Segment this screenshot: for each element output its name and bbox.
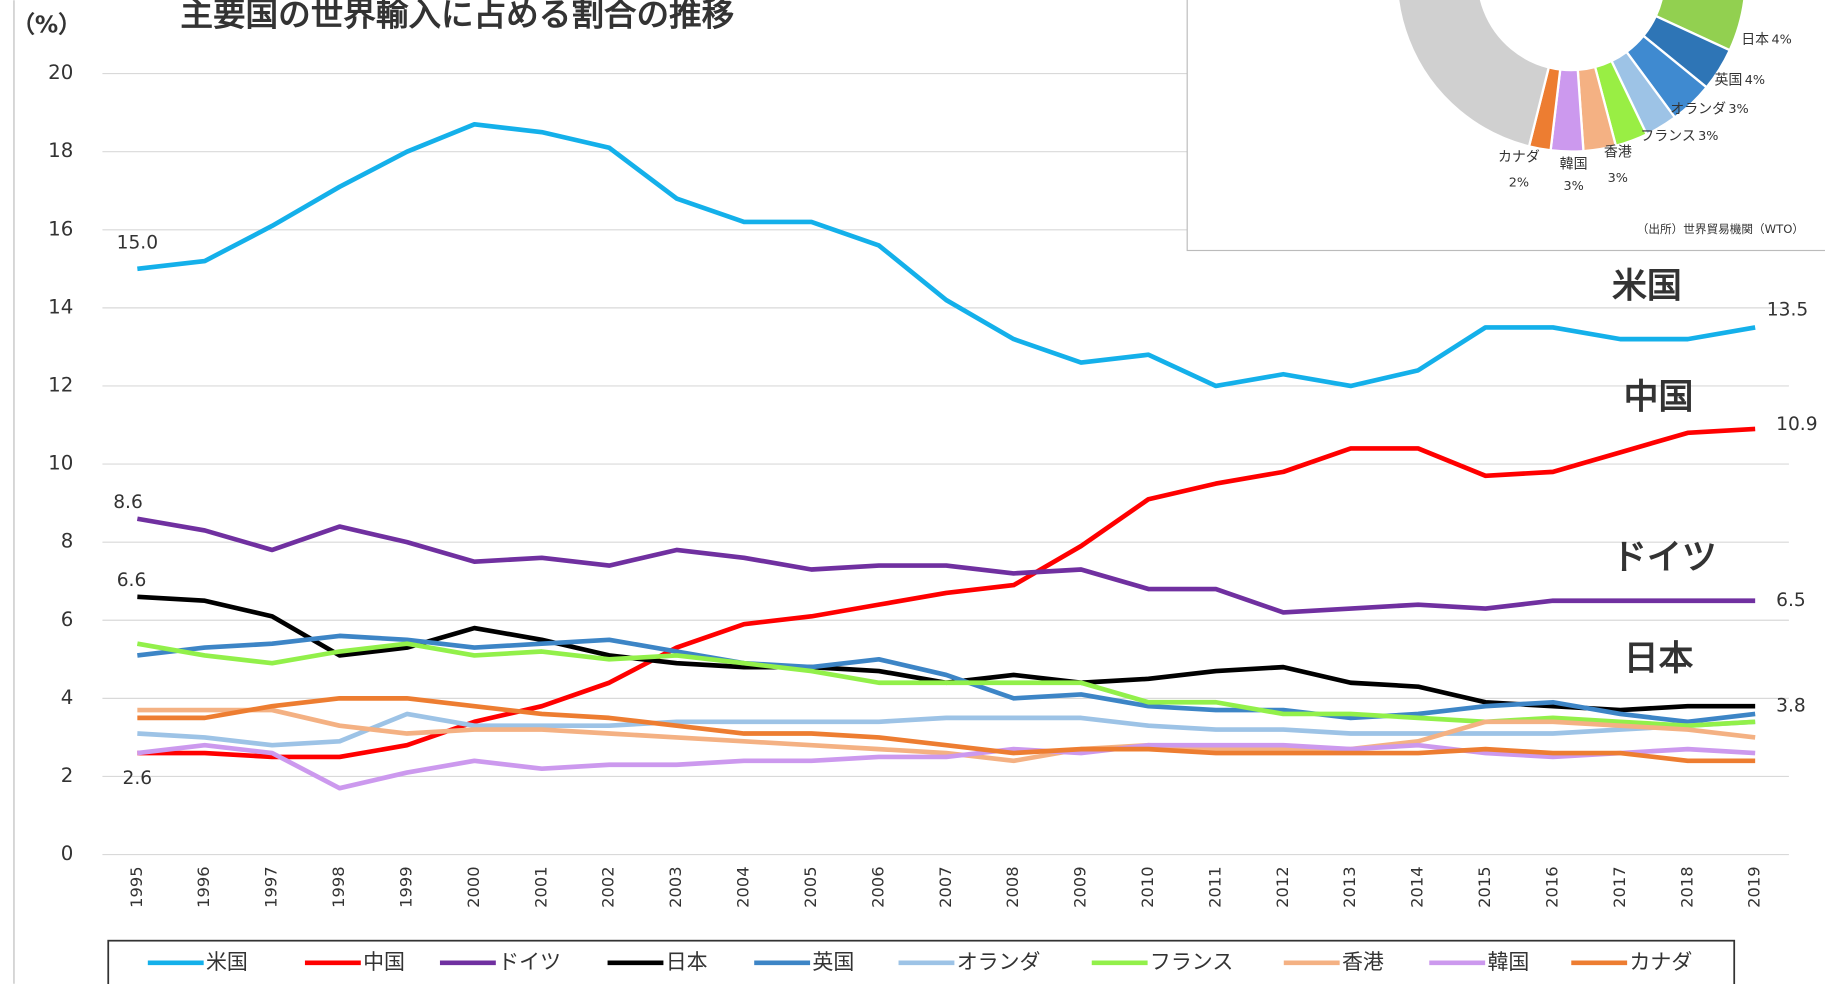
x-tick-label: 1999 [396, 866, 415, 907]
series-name-label: 米国 [1612, 267, 1682, 307]
y-tick-label: 8 [61, 530, 74, 553]
series-name-label: 日本 [1624, 639, 1694, 679]
x-tick-label: 2001 [531, 866, 550, 907]
x-tick-label: 1998 [329, 866, 348, 907]
pie-category-label: 韓国 [1560, 156, 1588, 172]
legend-label: フランス [1150, 950, 1233, 974]
pie-value-label: 4% [1771, 32, 1791, 47]
x-tick-label: 2013 [1340, 866, 1359, 907]
pie-value-label: 4% [1745, 73, 1765, 88]
y-axis-label: （%） [12, 11, 82, 38]
x-tick-label: 2017 [1610, 866, 1629, 907]
series-line [137, 711, 1756, 748]
x-tick-label: 2011 [1205, 866, 1224, 907]
y-tick-label: 10 [48, 452, 73, 475]
x-tick-label: 2005 [801, 866, 820, 907]
legend-label: 中国 [363, 950, 405, 974]
y-tick-label: 2 [61, 764, 74, 787]
data-label: 15.0 [117, 233, 158, 254]
x-tick-label: 2002 [599, 866, 618, 907]
pie-value-label: 3% [1728, 102, 1748, 117]
series-line [136, 516, 1756, 615]
legend-label: 韓国 [1487, 950, 1529, 974]
pie-category-label: オランダ [1670, 102, 1726, 118]
x-tick-label: 1996 [194, 866, 213, 907]
data-label: 2.6 [123, 768, 153, 789]
x-tick-label: 2006 [868, 866, 887, 907]
pie-slice [1397, 0, 1551, 148]
pie-category-label: カナダ [1498, 149, 1540, 165]
x-tick-label: 2000 [464, 866, 483, 907]
legend-label: オランダ [957, 950, 1041, 974]
legend-label: カナダ [1629, 950, 1692, 974]
x-tick-label: 2014 [1408, 866, 1427, 907]
series-line [137, 122, 1756, 389]
data-label: 6.5 [1776, 590, 1806, 611]
legend-label: 英国 [812, 950, 854, 974]
legend-label: 米国 [206, 950, 248, 974]
y-tick-label: 16 [48, 217, 73, 240]
series-line [137, 696, 1756, 764]
pie-group [1397, 0, 1746, 153]
y-tick-label: 14 [48, 295, 73, 318]
data-label: 3.8 [1776, 696, 1806, 717]
x-tick-label: 2003 [666, 866, 685, 907]
series-name-label: 中国 [1624, 377, 1694, 417]
y-tick-label: 12 [48, 373, 73, 396]
series-line [137, 707, 1756, 764]
x-tick-label: 2004 [734, 866, 753, 907]
x-tick-label: 2007 [936, 866, 955, 907]
data-label: 6.6 [117, 570, 147, 591]
chart-title: 主要国の世界輸入に占める割合の推移 [180, 0, 734, 34]
y-tick-label: 20 [48, 61, 73, 84]
y-tick-label: 6 [61, 608, 74, 631]
series-line [137, 594, 1756, 713]
series-name-label: ドイツ [1612, 538, 1717, 578]
series-line [137, 742, 1756, 791]
pie-category-label: 日本 [1741, 32, 1769, 48]
x-tick-label: 1997 [262, 866, 281, 907]
legend-label: 香港 [1342, 950, 1384, 974]
y-tick-label: 0 [61, 842, 74, 865]
x-tick-label: 2010 [1138, 866, 1157, 907]
data-label: 8.6 [113, 492, 143, 513]
x-tick-label: 2016 [1542, 866, 1561, 907]
y-tick-label: 18 [48, 139, 73, 162]
pie-category-label: 香港 [1604, 145, 1632, 161]
x-tick-label: 2018 [1677, 866, 1696, 907]
source-note: （出所）世界貿易機関（WTO） [1637, 222, 1804, 236]
x-tick-label: 2009 [1071, 866, 1090, 907]
pie-category-label: 英国 [1714, 72, 1742, 89]
legend-label: ドイツ [498, 950, 561, 974]
pie-category-label: フランス [1640, 128, 1696, 144]
pie-value-label: 3% [1563, 179, 1583, 194]
x-tick-label: 2012 [1273, 866, 1292, 907]
pie-value-label: 3% [1608, 171, 1628, 186]
data-label: 10.9 [1776, 414, 1817, 435]
legend-label: 日本 [666, 950, 708, 974]
series-line [137, 426, 1756, 760]
series-line [136, 641, 1756, 729]
x-tick-label: 2019 [1745, 866, 1764, 907]
series-line [137, 633, 1756, 725]
pie-value-label: 3% [1698, 129, 1718, 144]
x-tick-label: 2015 [1475, 866, 1494, 907]
pie-value-label: 2% [1509, 175, 1529, 190]
x-tick-label: 2008 [1003, 866, 1022, 907]
y-tick-label: 4 [61, 686, 74, 709]
x-tick-label: 1995 [127, 866, 146, 907]
data-label: 13.5 [1767, 299, 1808, 320]
